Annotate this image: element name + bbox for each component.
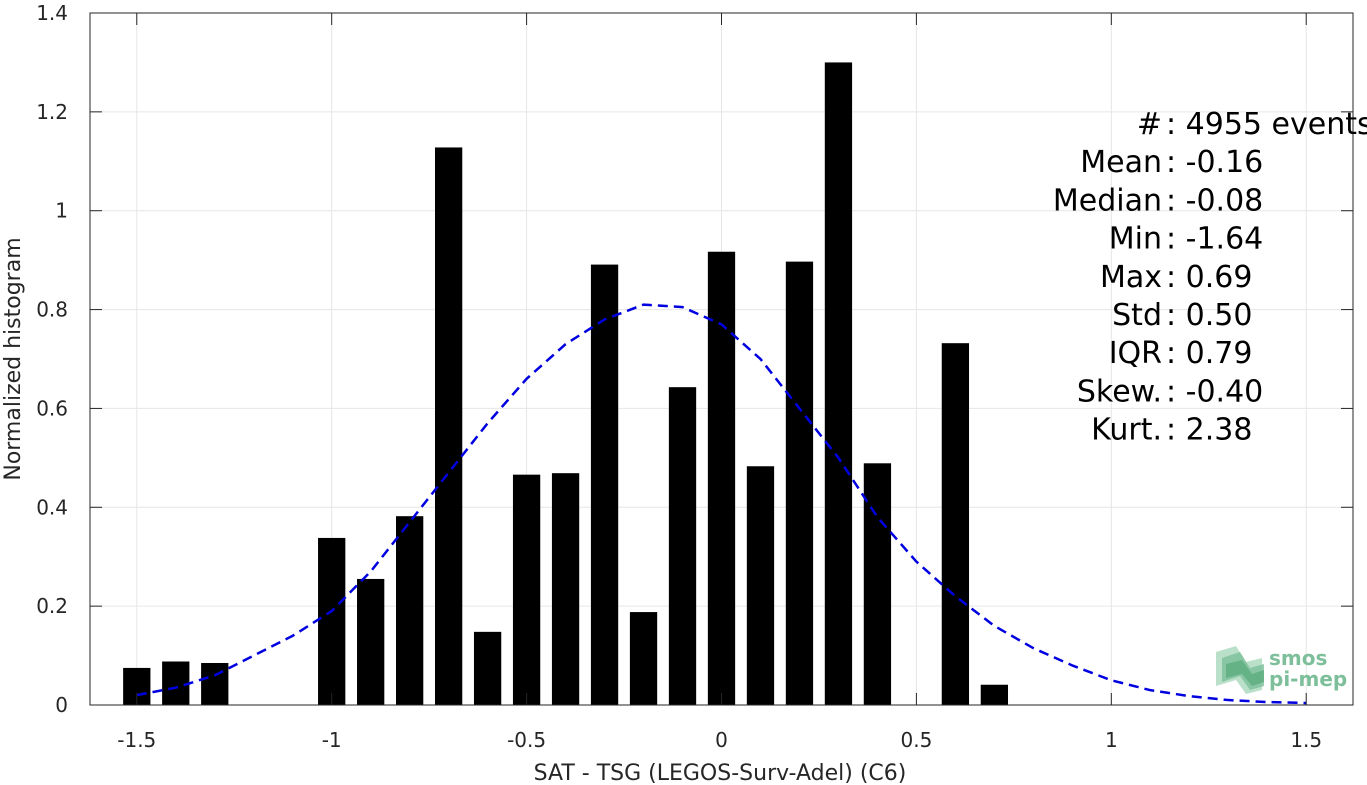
bar-18 xyxy=(824,62,853,705)
stat-label-7: Skew. xyxy=(1077,374,1162,409)
bar-8 xyxy=(434,147,463,706)
histogram-bars xyxy=(123,62,1009,706)
bar-17 xyxy=(785,261,814,705)
stat-label-1: Mean xyxy=(1080,145,1162,180)
stat-value-4: : 0.69 xyxy=(1166,260,1252,295)
y-tick-label-2: 0.4 xyxy=(36,495,68,519)
x-tick-labels: -1.5 -1 -0.5 0 0.5 1 1.5 xyxy=(117,728,1322,752)
fit-curve-layer xyxy=(136,303,1307,705)
bar-5 xyxy=(318,537,346,705)
stat-label-6: IQR xyxy=(1109,336,1162,371)
y-tick-label-7: 1.4 xyxy=(36,1,68,25)
stat-label-0: # xyxy=(1137,107,1162,142)
bar-2 xyxy=(201,662,229,705)
bar-9 xyxy=(473,631,502,705)
y-tick-label-0: 0 xyxy=(55,693,68,717)
stat-value-0: : 4955 events xyxy=(1166,107,1367,142)
bar-21 xyxy=(941,343,970,705)
stat-value-6: : 0.79 xyxy=(1166,336,1252,371)
bar-10 xyxy=(512,474,541,705)
grid-lines xyxy=(90,12,1353,706)
bar-11 xyxy=(551,473,580,705)
logo-text-smos: smos xyxy=(1269,646,1327,670)
y-tick-label-4: 0.8 xyxy=(36,298,68,322)
bar-6 xyxy=(357,578,385,705)
stat-value-8: : 2.38 xyxy=(1166,413,1252,448)
y-tick-labels: 0 0.2 0.4 0.6 0.8 1 1.2 1.4 xyxy=(36,1,68,717)
stat-value-3: : -1.64 xyxy=(1166,222,1263,257)
bar-19 xyxy=(863,463,892,705)
bar-13 xyxy=(629,612,658,705)
x-tick-label-0: -1.5 xyxy=(117,728,156,752)
x-tick-label-5: 1 xyxy=(1105,728,1118,752)
bar-14 xyxy=(668,387,697,705)
axes xyxy=(89,12,1354,706)
stat-value-5: : 0.50 xyxy=(1166,298,1252,333)
x-tick-label-2: -0.5 xyxy=(507,728,546,752)
stat-label-2: Median xyxy=(1053,183,1162,218)
normal-fit-curve xyxy=(136,303,1307,705)
stat-label-8: Kurt. xyxy=(1091,413,1162,448)
stat-value-2: : -0.08 xyxy=(1166,183,1263,218)
logo-text-pi-mep: pi-mep xyxy=(1269,667,1347,691)
x-axis-title: SAT - TSG (LEGOS-Surv-Adel) (C6) xyxy=(534,761,907,785)
y-tick-label-3: 0.6 xyxy=(36,396,68,420)
bar-22 xyxy=(980,684,1009,705)
x-tick-label-6: 1.5 xyxy=(1290,728,1322,752)
x-tick-label-4: 0.5 xyxy=(901,728,933,752)
stat-label-4: Max xyxy=(1100,260,1162,295)
smos-pi-mep-logo: smos pi-mep xyxy=(1216,646,1347,694)
y-tick-label-5: 1 xyxy=(55,199,68,223)
y-tick-label-6: 1.2 xyxy=(36,100,68,124)
stat-label-3: Min xyxy=(1109,222,1162,257)
stat-value-1: : -0.16 xyxy=(1166,145,1263,180)
y-tick-label-1: 0.2 xyxy=(36,594,68,618)
stat-label-5: Std xyxy=(1112,298,1162,333)
bar-16 xyxy=(746,466,775,705)
bar-1 xyxy=(162,661,190,705)
y-axis-title: Normalized histogram xyxy=(1,237,26,480)
bar-7 xyxy=(396,516,424,705)
stat-value-7: : -0.40 xyxy=(1166,374,1263,409)
x-tick-label-3: 0 xyxy=(715,728,728,752)
bar-12 xyxy=(590,264,619,705)
bar-15 xyxy=(707,251,736,706)
logo-wave-icon xyxy=(1216,646,1264,694)
x-tick-label-1: -1 xyxy=(322,728,342,752)
